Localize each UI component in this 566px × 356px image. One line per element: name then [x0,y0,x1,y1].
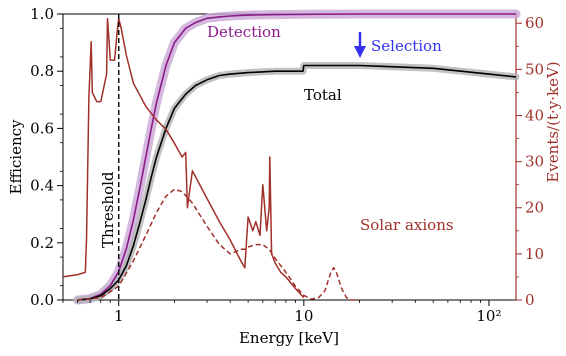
y-right-tick-label: 60 [525,14,544,32]
y-left-tick-label: 0.0 [30,291,54,309]
x-axis-title: Energy [keV] [239,329,339,347]
total-label: Total [304,86,342,104]
y-left-tick-label: 0.8 [30,62,54,80]
x-tick-label: 10 [294,307,313,325]
y-right-tick-label: 40 [525,106,544,124]
y-right-tick-label: 50 [525,60,544,78]
threshold-label: Threshold [99,171,117,248]
y-axis-title-right: Events/(t·y·keV) [544,61,562,182]
uncertainty-bands [78,14,516,300]
y-right-tick-label: 10 [525,245,544,263]
solar-axions-line [63,19,304,298]
detection-label: Detection [207,23,281,41]
y-right-tick-label: 0 [525,291,535,309]
y-axis-title-left: Efficiency [7,119,25,195]
selection-arrow-icon [354,32,366,58]
y-right-tick-label: 30 [525,153,544,171]
y-left-tick-label: 0.2 [30,234,54,252]
y-right-tick-label: 20 [525,199,544,217]
x-tick-label: 1 [114,307,124,325]
y-left-tick-label: 1.0 [30,5,54,23]
x-tick-label: 10² [476,307,501,325]
y-left-tick-label: 0.6 [30,119,54,137]
solar-axions-label: Solar axions [360,216,454,234]
detection-uncertainty-band [78,14,516,300]
selection-label: Selection [371,37,442,55]
y-left-tick-label: 0.4 [30,177,54,195]
